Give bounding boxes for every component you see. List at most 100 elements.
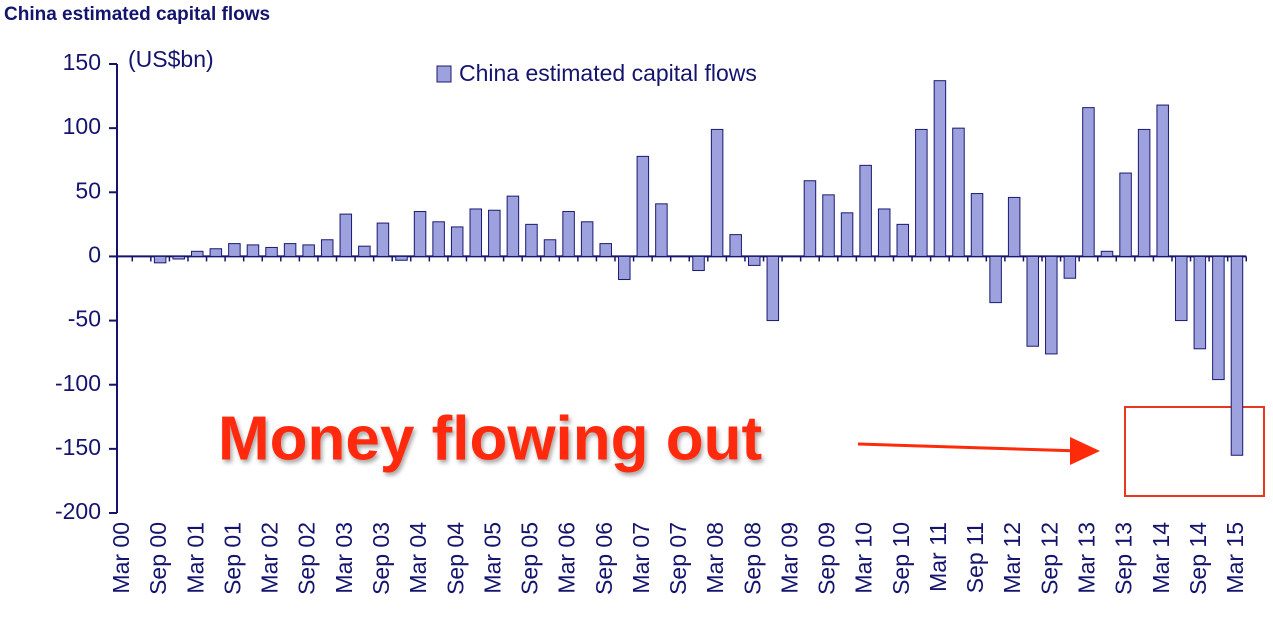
x-tick-label: Mar 14	[1148, 522, 1174, 594]
bar	[469, 208, 483, 257]
x-tick-label: Mar 11	[925, 522, 951, 592]
x-tick-label: Mar 12	[999, 522, 1025, 594]
bar	[358, 245, 371, 257]
x-tick-label: Mar 08	[702, 522, 728, 594]
y-tick-label: 0	[88, 242, 101, 268]
x-tick-label: Mar 03	[331, 522, 357, 594]
x-tick-label: Sep 12	[1036, 522, 1062, 595]
annotation: Money flowing out	[218, 404, 762, 473]
y-tick-label: -100	[55, 370, 101, 396]
bar	[1026, 255, 1039, 347]
bar	[1156, 104, 1169, 257]
x-tick-label: Sep 11	[962, 522, 988, 593]
bar	[952, 127, 965, 257]
bar	[1007, 196, 1021, 257]
bar	[803, 180, 817, 257]
bar	[302, 244, 315, 257]
bar	[580, 221, 594, 257]
bar	[822, 194, 835, 257]
bar	[246, 244, 260, 257]
bar	[636, 155, 650, 257]
bar	[413, 211, 427, 257]
bar	[1193, 255, 1207, 350]
bar	[450, 226, 464, 257]
bar	[506, 195, 520, 257]
x-tick-label: Sep 14	[1185, 522, 1211, 595]
bar	[1100, 250, 1114, 257]
x-tick-label: Sep 02	[294, 522, 320, 595]
bar	[320, 239, 334, 257]
x-tick-label: Sep 03	[368, 522, 394, 595]
x-tick-label: Sep 09	[814, 522, 840, 595]
bar	[710, 128, 724, 257]
legend-label: China estimated capital flows	[459, 60, 757, 86]
bar	[525, 223, 538, 257]
bar	[859, 164, 872, 257]
bar	[747, 255, 761, 266]
arrow-head	[1070, 437, 1100, 465]
bar	[896, 223, 910, 257]
bar	[915, 128, 928, 257]
x-tick-label: Sep 06	[591, 522, 617, 595]
bar	[655, 203, 668, 257]
chart-title: China estimated capital flows	[4, 4, 270, 25]
y-tick-label: 50	[75, 177, 101, 203]
x-tick-label: Mar 05	[479, 522, 505, 594]
bar	[1175, 255, 1188, 322]
y-tick-label: 100	[63, 113, 101, 139]
bar	[877, 208, 891, 257]
bar	[339, 213, 353, 257]
annotation-arrow	[857, 442, 1081, 453]
x-tick-label: Mar 09	[776, 522, 802, 594]
x-tick-label: Sep 00	[145, 522, 171, 595]
bar	[618, 255, 631, 281]
bar	[989, 255, 1002, 304]
y-axis-unit: (US$bn)	[128, 46, 214, 72]
bar	[933, 80, 947, 257]
x-tick-label: Sep 05	[517, 522, 543, 595]
bar	[265, 246, 278, 257]
bar	[395, 255, 408, 261]
y-tick-label: 150	[63, 49, 101, 75]
bar	[209, 248, 223, 257]
y-tick-label: -50	[68, 306, 101, 332]
bar	[1063, 255, 1077, 279]
bar	[376, 222, 390, 257]
bar	[840, 212, 854, 257]
bar	[1119, 172, 1132, 257]
x-tick-label: Sep 10	[888, 522, 914, 595]
bar	[432, 221, 445, 257]
y-tick-label: -150	[55, 434, 101, 460]
x-tick-label: Sep 01	[219, 522, 245, 595]
x-tick-label: Sep 07	[665, 522, 691, 595]
bar	[729, 234, 742, 257]
x-tick-label: Mar 15	[1222, 522, 1248, 594]
x-tick-label: Mar 13	[1074, 522, 1100, 594]
x-tick-label: Mar 02	[257, 522, 283, 594]
bar	[1230, 255, 1244, 456]
bar	[1137, 128, 1151, 257]
bar	[599, 243, 612, 257]
bar	[283, 243, 297, 257]
highlight-box	[1124, 406, 1265, 497]
bar	[172, 255, 185, 260]
bar	[562, 211, 575, 257]
y-tick-label: -200	[55, 498, 101, 524]
x-tick-label: Mar 04	[405, 522, 431, 594]
x-tick-label: Mar 07	[628, 522, 654, 594]
bar	[228, 243, 241, 257]
x-tick-label: Mar 01	[182, 522, 208, 594]
bar	[1045, 255, 1058, 355]
x-tick-label: Sep 08	[739, 522, 765, 595]
bar	[970, 193, 984, 257]
bar	[488, 209, 501, 257]
bar	[191, 250, 204, 257]
x-tick-label: Mar 06	[554, 522, 580, 594]
bar	[692, 255, 705, 272]
legend-swatch	[436, 65, 452, 83]
x-tick-label: Sep 04	[442, 522, 468, 595]
x-tick-label: Sep 13	[1111, 522, 1137, 595]
x-tick-label: Mar 00	[108, 522, 134, 594]
x-tick-label: Mar 10	[851, 522, 877, 594]
